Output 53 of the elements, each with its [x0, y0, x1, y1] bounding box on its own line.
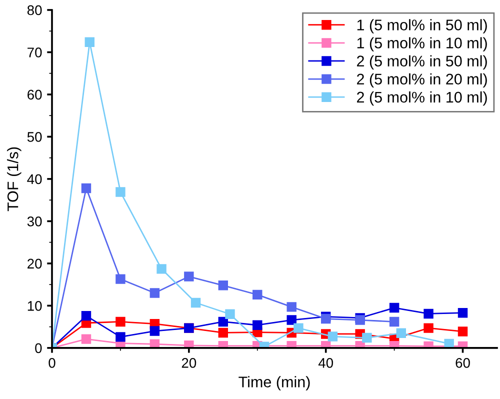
point	[190, 298, 201, 308]
point	[252, 320, 262, 330]
point	[362, 332, 372, 343]
y-tick-label: 20	[28, 258, 42, 269]
point	[225, 309, 235, 319]
point	[286, 315, 296, 325]
point	[328, 332, 338, 342]
point	[458, 326, 468, 336]
x-tick-label: 40	[318, 358, 334, 368]
point	[389, 316, 400, 327]
y-tick-label: 60	[28, 90, 42, 100]
point	[218, 280, 228, 290]
point	[218, 316, 228, 327]
y-tick-label: 40	[27, 174, 42, 184]
x-tick-label: 20	[182, 358, 196, 368]
x-tick-label: 0	[48, 358, 56, 368]
y-tick-label: 0	[35, 343, 42, 354]
point	[184, 272, 194, 282]
point	[218, 328, 228, 338]
y-tick-label: 70	[28, 48, 42, 58]
point	[150, 288, 160, 298]
point	[156, 264, 166, 274]
point	[252, 290, 262, 300]
y-axis-title: TOF (1/s)	[7, 147, 22, 212]
point	[184, 340, 194, 348]
point	[81, 183, 92, 194]
point	[396, 328, 406, 338]
point	[84, 37, 95, 47]
point	[294, 323, 304, 333]
legend-label: 1 (5 mol% in 50 ml)	[357, 19, 487, 34]
legend-label: 1 (5 mol% in 10 ml)	[357, 37, 487, 52]
point	[116, 332, 126, 342]
point	[389, 302, 400, 313]
point	[424, 308, 434, 319]
y-tick-label: 80	[27, 5, 42, 16]
point	[116, 316, 126, 327]
point	[150, 326, 160, 336]
y-tick-label: 10	[28, 301, 42, 311]
legend-label: 2 (5 mol% in 20 ml)	[357, 73, 487, 88]
point	[116, 187, 126, 197]
point	[444, 338, 454, 348]
legend-label: 2 (5 mol% in 10 ml)	[357, 91, 487, 106]
point	[458, 308, 468, 318]
point	[81, 310, 92, 321]
point	[424, 323, 434, 333]
point	[116, 274, 126, 284]
y-tick-label: 50	[27, 132, 42, 142]
x-tick-label: 60	[456, 358, 470, 368]
point	[286, 302, 296, 312]
x-axis-title: Time (min)	[238, 376, 310, 390]
point	[81, 334, 92, 344]
y-tick-label: 30	[27, 216, 42, 226]
legend-label: 2 (5 mol% in 50 ml)	[357, 55, 487, 70]
